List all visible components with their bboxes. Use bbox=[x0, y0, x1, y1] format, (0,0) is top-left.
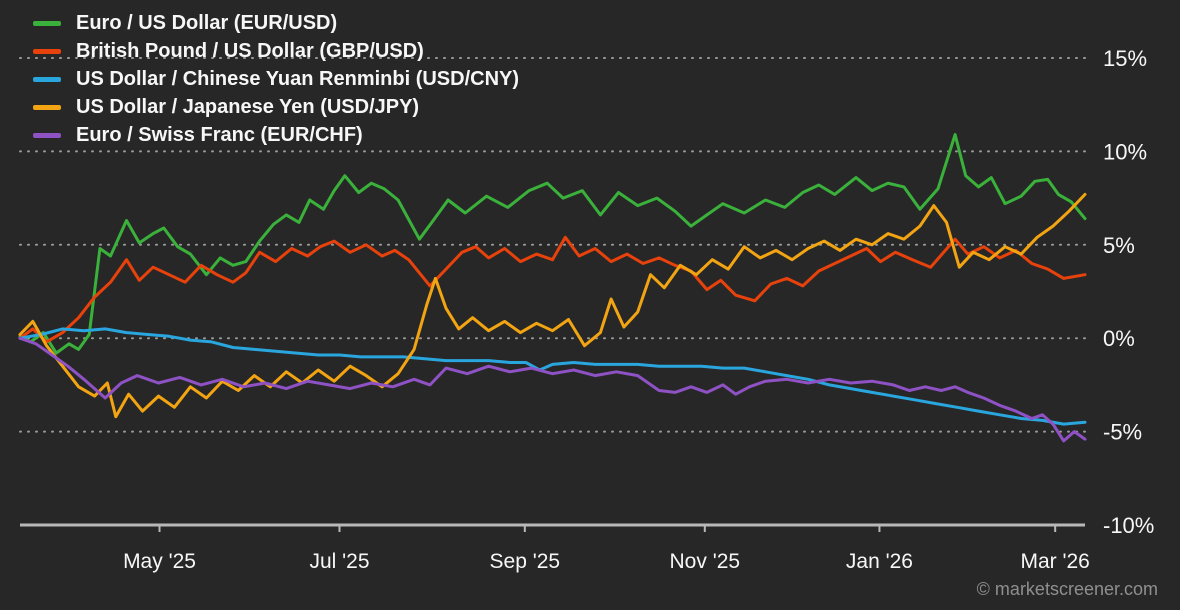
legend-item-eur-chf[interactable]: Euro / Swiss Franc (EUR/CHF) bbox=[33, 124, 519, 146]
y-tick-label: 15% bbox=[1103, 46, 1147, 71]
watermark: © marketscreener.com bbox=[976, 579, 1158, 599]
x-tick-label: Nov '25 bbox=[670, 550, 741, 573]
y-tick-label: -10% bbox=[1103, 513, 1154, 538]
legend-color-dash-eur-chf bbox=[33, 132, 61, 138]
legend-color-dash-eur-usd bbox=[33, 20, 61, 26]
series-line-usd-cny bbox=[18, 327, 1087, 426]
legend-item-gbp-usd[interactable]: British Pound / US Dollar (GBP/USD) bbox=[33, 40, 519, 62]
legend-item-eur-usd[interactable]: Euro / US Dollar (EUR/USD) bbox=[33, 12, 519, 34]
y-tick-label: -5% bbox=[1103, 420, 1142, 445]
x-tick-label: Jan '26 bbox=[846, 550, 913, 573]
series-line-gbp-usd bbox=[18, 235, 1087, 344]
series-line-eur-chf bbox=[18, 336, 1087, 443]
legend-item-usd-cny[interactable]: US Dollar / Chinese Yuan Renminbi (USD/C… bbox=[33, 68, 519, 90]
legend-item-usd-jpy[interactable]: US Dollar / Japanese Yen (USD/JPY) bbox=[33, 96, 519, 118]
x-tick-label: Sep '25 bbox=[490, 550, 561, 573]
legend-label-usd-jpy: US Dollar / Japanese Yen (USD/JPY) bbox=[76, 95, 420, 118]
legend-label-gbp-usd: British Pound / US Dollar (GBP/USD) bbox=[76, 39, 424, 62]
x-tick-label: Jul '25 bbox=[309, 550, 369, 573]
x-tick-label: May '25 bbox=[123, 550, 196, 573]
x-tick-label: Mar '26 bbox=[1020, 550, 1089, 573]
chart-legend: Euro / US Dollar (EUR/USD) British Pound … bbox=[33, 12, 519, 146]
legend-color-dash-gbp-usd bbox=[33, 48, 61, 54]
y-tick-label: 0% bbox=[1103, 326, 1135, 351]
series-line-usd-jpy bbox=[18, 192, 1087, 419]
legend-label-eur-usd: Euro / US Dollar (EUR/USD) bbox=[76, 11, 338, 34]
series-line-eur-usd bbox=[18, 133, 1087, 355]
y-tick-label: 5% bbox=[1103, 233, 1135, 258]
legend-color-dash-usd-jpy bbox=[33, 104, 61, 110]
legend-label-usd-cny: US Dollar / Chinese Yuan Renminbi (USD/C… bbox=[76, 67, 520, 90]
y-tick-label: 10% bbox=[1103, 139, 1147, 164]
legend-color-dash-usd-cny bbox=[33, 76, 61, 82]
legend-label-eur-chf: Euro / Swiss Franc (EUR/CHF) bbox=[76, 123, 363, 146]
